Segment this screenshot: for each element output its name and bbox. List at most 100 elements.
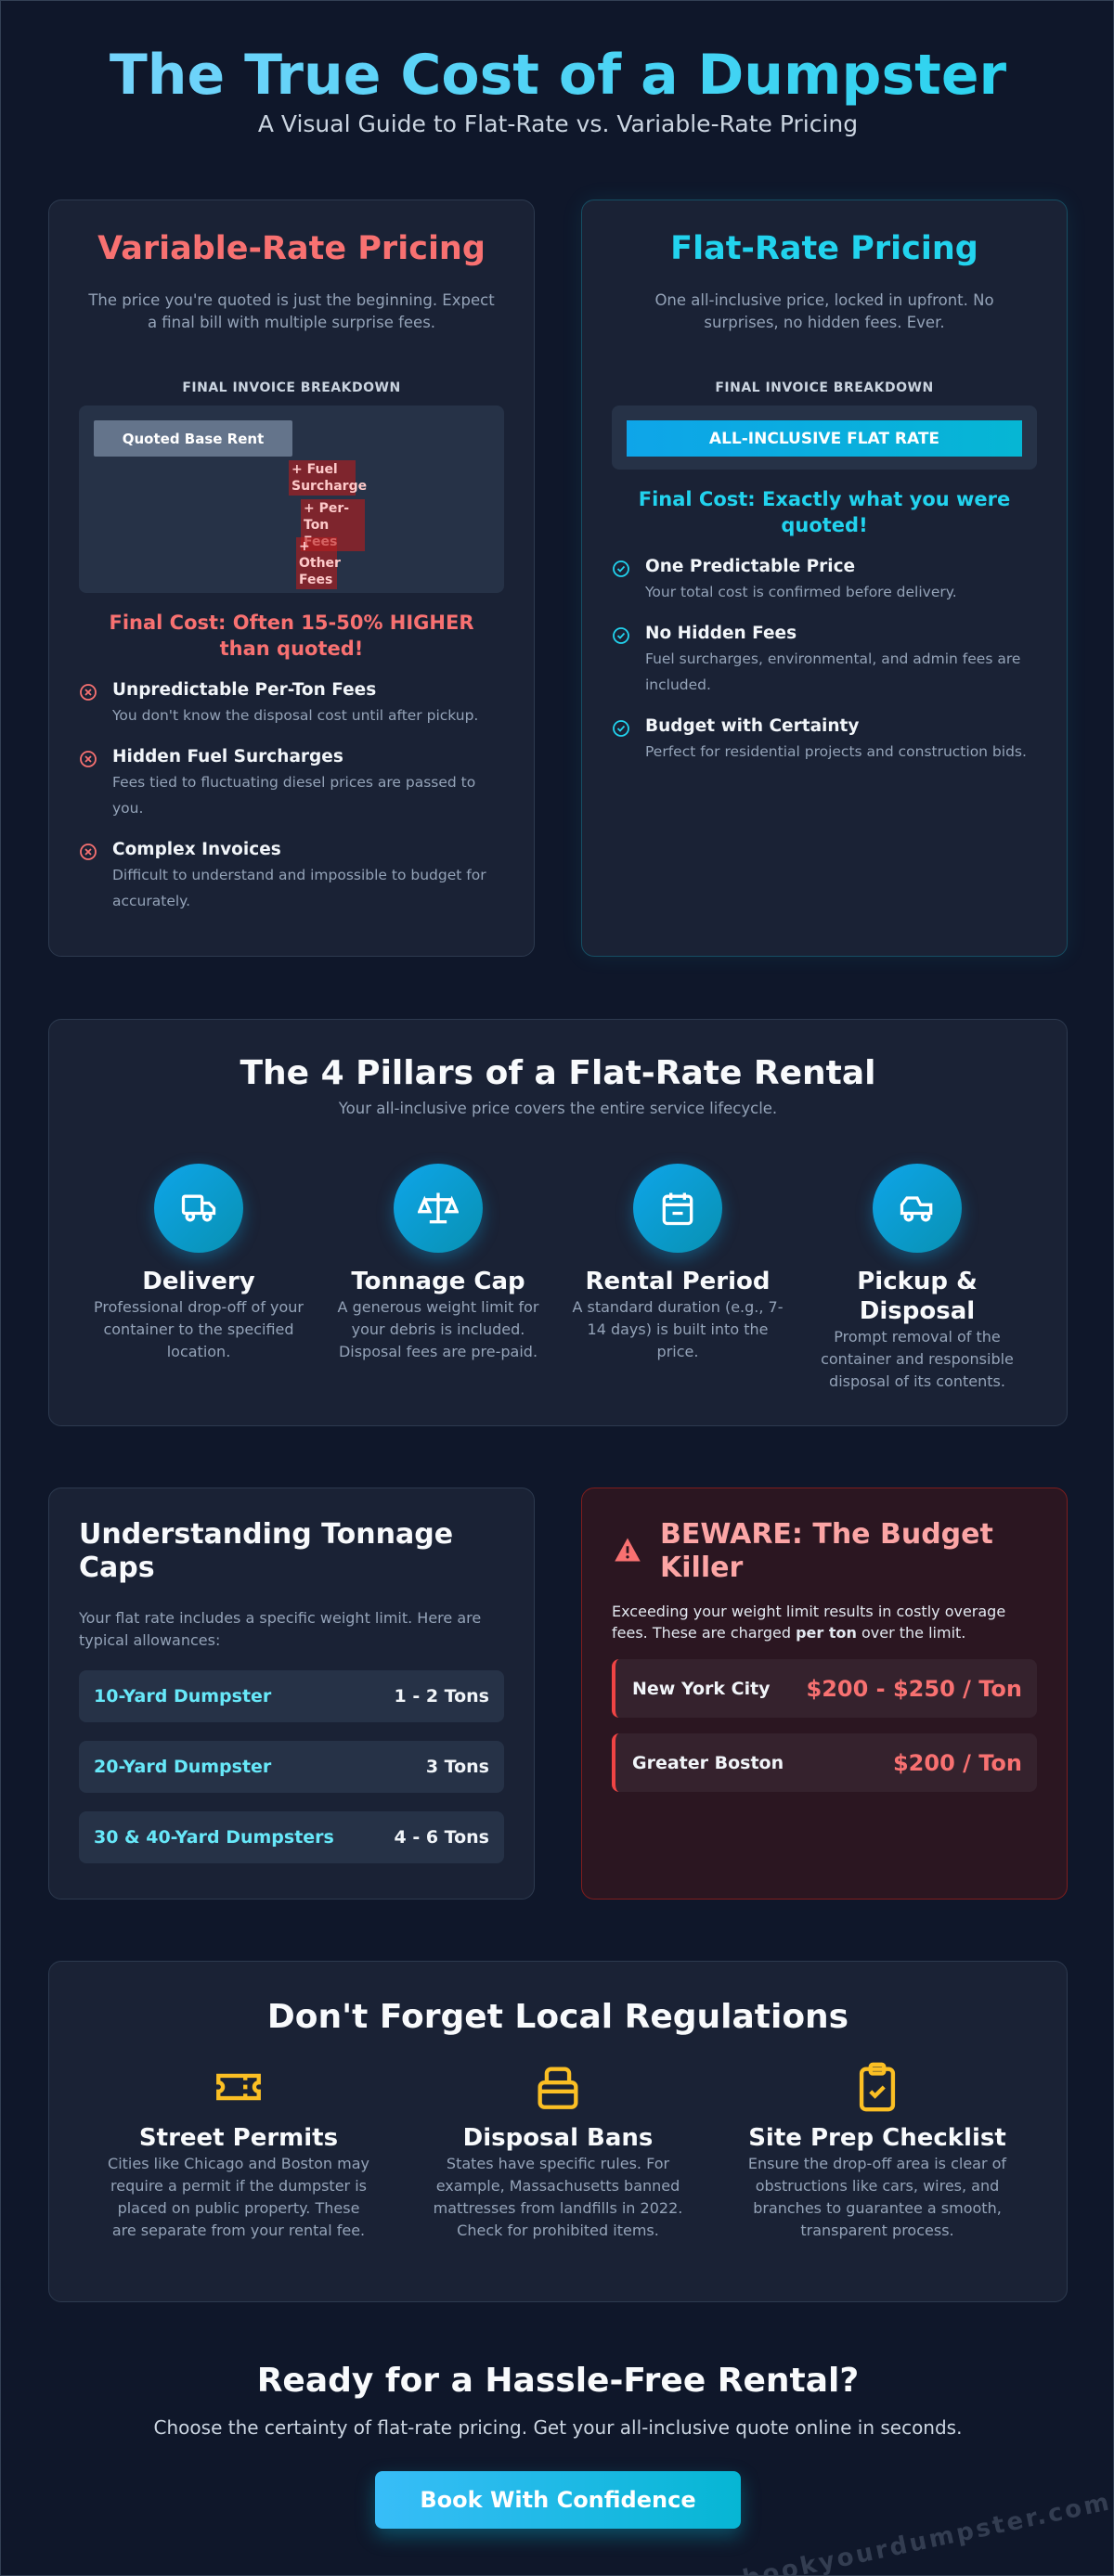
invoice-box: Quoted Base Rent + Fuel Surcharge + Per-… [79, 406, 504, 593]
flat-card: Flat-Rate Pricing One all-inclusive pric… [581, 200, 1068, 957]
pillar-description: Prompt removal of the container and resp… [821, 1328, 1014, 1390]
dumpster-size: 20-Yard Dumpster [94, 1757, 272, 1777]
x-icon [80, 751, 97, 767]
invoice-item: + Fuel Surcharge [289, 460, 367, 496]
dumpster-size: 30 & 40-Yard Dumpsters [94, 1827, 334, 1848]
pillar-description: A generous weight limit for your debris … [337, 1298, 539, 1360]
price: $200 / Ton [892, 1749, 1022, 1776]
overage-list: New York City $200 - $250 / Ton Greater B… [612, 1659, 1037, 1792]
text: Exceeding your weight limit results in c… [612, 1603, 1006, 1642]
invoice-item: Quoted Base Rent [94, 420, 292, 457]
regulation: Disposal Bans States have specific rules… [398, 2060, 718, 2242]
page-title: The True Cost of a Dumpster [1, 38, 1113, 112]
card-title: BEWARE: The Budget Killer [660, 1518, 993, 1584]
section-subtitle: Your all-inclusive price covers the enti… [338, 1100, 778, 1117]
card-title: Understanding Tonnage Caps [79, 1518, 454, 1584]
text: over the limit. [856, 1624, 966, 1642]
feature: Complex Invoices Difficult to understand… [79, 838, 504, 914]
regulation: Site Prep Checklist Ensure the drop-off … [718, 2060, 1037, 2242]
card-description: One all-inclusive price, locked in upfro… [654, 291, 994, 331]
card-description: Your flat rate includes a specific weigh… [79, 1609, 482, 1649]
feature: Budget with Certainty Perfect for reside… [612, 715, 1037, 765]
page-subtitle: A Visual Guide to Flat-Rate vs. Variable… [257, 110, 859, 137]
tonnage-card: Understanding Tonnage Caps Your flat rat… [48, 1488, 535, 1900]
feature: Unpredictable Per-Ton Fees You don't kno… [79, 678, 504, 728]
x-icon [80, 844, 97, 860]
regulation: Street Permits Cities like Chicago and B… [79, 2060, 398, 2242]
feature: One Predictable Price Your total cost is… [612, 555, 1037, 605]
pillar: Rental Period A standard duration (e.g.,… [558, 1164, 797, 1393]
invoice-label: FINAL INVOICE BREAKDOWN [715, 380, 934, 395]
feature-title: Budget with Certainty [645, 716, 860, 736]
pillar-title: Rental Period [585, 1268, 771, 1295]
feature: Hidden Fuel Surcharges Fees tied to fluc… [79, 745, 504, 821]
invoice-item: ALL-INCLUSIVE FLAT RATE [627, 420, 1022, 457]
card-description: Exceeding your weight limit results in c… [612, 1601, 1037, 1643]
variable-card: Variable-Rate Pricing The price you're q… [48, 200, 535, 957]
regulation-title: Site Prep Checklist [748, 2124, 1006, 2152]
invoice-box: ALL-INCLUSIVE FLAT RATE [612, 406, 1037, 470]
feature-title: Complex Invoices [112, 840, 281, 859]
watermark: bookyourdumpster.com [740, 2488, 1114, 2576]
pillar-title: Delivery [142, 1268, 255, 1295]
pillar-list: Delivery Professional drop-off of your c… [79, 1164, 1037, 1393]
city: New York City [632, 1678, 771, 1699]
feature-description: Your total cost is confirmed before deli… [645, 584, 957, 600]
regulation-description: Cities like Chicago and Boston may requi… [108, 2155, 369, 2239]
regulations-section: Don't Forget Local Regulations Street Pe… [48, 1961, 1068, 2302]
card-title: Variable-Rate Pricing [97, 230, 486, 267]
tonnage-row: 30 & 40-Yard Dumpsters 4 - 6 Tons [79, 1811, 504, 1863]
feature-title: One Predictable Price [645, 557, 856, 576]
regulation-description: States have specific rules. For example,… [433, 2155, 683, 2239]
tonnage-limit: 1 - 2 Tons [394, 1686, 490, 1707]
check-icon [613, 720, 629, 737]
regulation-title: Disposal Bans [462, 2124, 654, 2152]
dumpster-size: 10-Yard Dumpster [94, 1686, 272, 1707]
check-icon [613, 560, 629, 577]
feature-description: Perfect for residential projects and con… [645, 743, 1027, 760]
x-icon [80, 684, 97, 701]
final-cost: Final Cost: Often 15-50% HIGHER than quo… [109, 612, 474, 660]
regulation-list: Street Permits Cities like Chicago and B… [79, 2060, 1037, 2242]
pillar: Tonnage Cap A generous weight limit for … [318, 1164, 558, 1393]
feature: No Hidden Fees Fuel surcharges, environm… [612, 622, 1037, 698]
tonnage-limit: 3 Tons [425, 1757, 489, 1777]
pillar-icon [154, 1164, 243, 1253]
feature-title: No Hidden Fees [645, 624, 797, 643]
cta-button[interactable]: Book With Confidence [375, 2471, 741, 2529]
card-title: Flat-Rate Pricing [670, 230, 978, 267]
pillar-icon [873, 1164, 962, 1253]
city: Greater Boston [632, 1752, 784, 1773]
pillar: Delivery Professional drop-off of your c… [79, 1164, 318, 1393]
check-icon [613, 627, 629, 644]
feature-description: Difficult to understand and impossible t… [112, 867, 486, 909]
warning-card: BEWARE: The Budget Killer Exceeding your… [581, 1488, 1068, 1900]
feature-description: Fuel surcharges, environmental, and admi… [645, 650, 1021, 693]
price: $200 - $250 / Ton [806, 1675, 1023, 1702]
feature-title: Unpredictable Per-Ton Fees [112, 680, 377, 700]
invoice-label: FINAL INVOICE BREAKDOWN [182, 380, 401, 395]
card-description: The price you're quoted is just the begi… [88, 291, 495, 331]
overage-row: New York City $200 - $250 / Ton [612, 1659, 1037, 1718]
pillar-icon [633, 1164, 722, 1253]
tonnage-list: 10-Yard Dumpster 1 - 2 Tons 20-Yard Dumps… [79, 1670, 504, 1863]
feature-title: Hidden Fuel Surcharges [112, 747, 343, 766]
bin-icon [538, 2067, 578, 2109]
pillar-title: Pickup & Disposal [857, 1268, 978, 1325]
final-cost: Final Cost: Exactly what you were quoted… [638, 488, 1011, 536]
warning-icon [615, 1538, 641, 1562]
tonnage-limit: 4 - 6 Tons [394, 1827, 490, 1848]
pillars-section: The 4 Pillars of a Flat-Rate Rental Your… [48, 1019, 1068, 1426]
section-title: Don't Forget Local Regulations [266, 1998, 849, 2036]
invoice-item: + Other Fees [296, 537, 341, 589]
pillar-title: Tonnage Cap [351, 1268, 525, 1295]
regulation-description: Ensure the drop-off area is clear of obs… [747, 2155, 1007, 2239]
pillar-icon [394, 1164, 483, 1253]
clipboard-icon [859, 2062, 896, 2112]
regulation-title: Street Permits [138, 2124, 339, 2152]
section-title: The 4 Pillars of a Flat-Rate Rental [240, 1054, 876, 1092]
ticket-icon [216, 2073, 261, 2101]
feature-description: Fees tied to fluctuating diesel prices a… [112, 774, 476, 817]
pillar-description: A standard duration (e.g., 7-14 days) is… [572, 1298, 784, 1360]
